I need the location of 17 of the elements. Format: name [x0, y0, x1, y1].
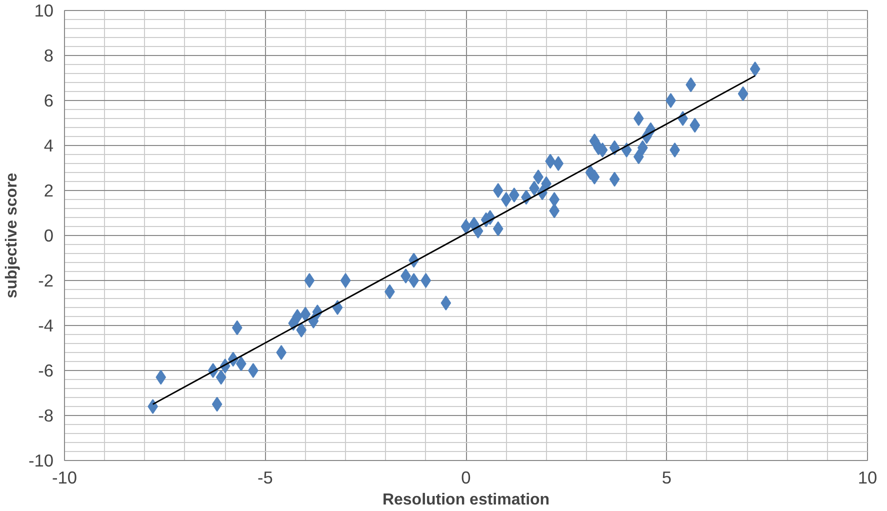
x-tick-label: 10 [858, 468, 878, 488]
x-tick-label: 5 [662, 468, 672, 488]
y-tick-label: 0 [44, 226, 54, 246]
y-tick-label: 2 [44, 180, 54, 200]
y-tick-label: 8 [44, 46, 54, 66]
x-tick-label: 0 [461, 468, 471, 488]
y-tick-label: -4 [38, 316, 54, 336]
y-axis-title: subjective score [3, 172, 20, 298]
y-tick-label: -6 [38, 360, 54, 380]
y-tick-label: -10 [28, 450, 54, 470]
y-tick-label: -2 [38, 270, 54, 290]
x-axis-title: Resolution estimation [382, 492, 550, 508]
y-tick-label: 6 [44, 90, 54, 110]
y-tick-label: 10 [34, 0, 54, 20]
x-tick-label: -5 [258, 468, 273, 488]
y-tick-label: 4 [44, 136, 54, 156]
y-tick-label: -8 [38, 406, 54, 426]
